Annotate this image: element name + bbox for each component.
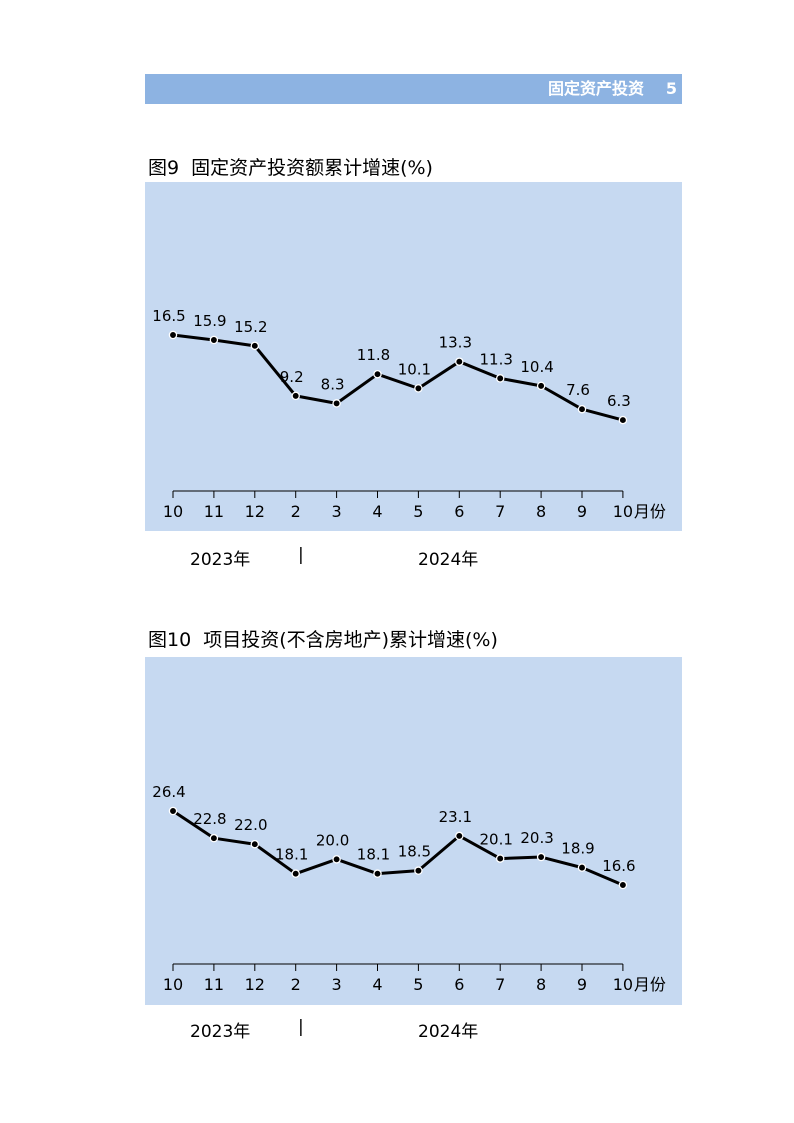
chart-2-tick-label: 10	[163, 975, 183, 994]
chart-2-data-point	[209, 833, 219, 843]
chart-2-data-point	[373, 869, 382, 878]
chart-1-data-label: 11.8	[357, 346, 390, 364]
chart-1-tick-label: 7	[495, 502, 505, 521]
chart-1-data-point	[495, 374, 505, 383]
chart-2-data-point	[291, 869, 300, 878]
chart-1-data-point	[536, 381, 546, 391]
chart-2-tick-label: 10	[613, 975, 633, 994]
chart-1-data-label: 10.1	[398, 360, 431, 378]
chart-1-data-label: 7.6	[566, 381, 590, 399]
chart-1-data-label: 6.3	[607, 392, 631, 410]
chart-2-data-label: 20.0	[316, 831, 349, 849]
chart-1-data-point	[332, 399, 341, 408]
chart-2-title-text: 项目投资(不含房地产)累计增速(%)	[203, 629, 498, 651]
chart-2-title: 图10 项目投资(不含房地产)累计增速(%)	[148, 625, 498, 652]
chart-2-tick-label: 8	[536, 975, 546, 994]
chart-2-data-point	[536, 852, 546, 862]
chart-1-title-text: 固定资产投资额累计增速(%)	[191, 157, 433, 179]
chart-1-data-label: 10.4	[520, 358, 553, 376]
chart-1-data-label: 15.9	[193, 312, 226, 330]
chart-2-tick-label: 12	[245, 975, 265, 994]
chart-2-data-label: 22.8	[193, 810, 226, 828]
chart-2-data-label: 20.1	[479, 831, 512, 849]
chart-2-data-point	[414, 866, 423, 875]
chart-1-tick-label: 2	[291, 502, 301, 521]
header-bar: 固定资产投资 5	[145, 74, 682, 104]
chart-2-data-point	[577, 863, 587, 872]
chart-1-series-line	[172, 333, 624, 422]
chart-1-data-point	[577, 404, 587, 414]
chart-1-year-separator: |	[298, 545, 304, 565]
chart-2-data-label: 18.9	[561, 840, 594, 858]
chart-1-data-point	[250, 341, 260, 351]
chart-1-plot: 10 11 12 2 3 4 5 6 7 8 9 10 月份 16.5 15.9 15.2 9.2 8.3 11.8…	[145, 182, 682, 531]
chart-2-tick-label: 4	[372, 975, 382, 994]
chart-1-year-2024: 2024年	[418, 550, 479, 570]
chart-2-year-row: 2023年 | 2024年	[0, 1017, 794, 1042]
chart-1-tick-label: 3	[332, 502, 342, 521]
chart-2-year-2023: 2023年	[190, 1022, 251, 1042]
chart-1-data-point	[618, 415, 628, 425]
section-title: 固定资产投资	[547, 79, 644, 98]
chart-1-x-unit: 月份	[634, 502, 666, 521]
chart-2-tick-label: 11	[204, 975, 224, 994]
chart-1-tick-label: 4	[372, 502, 382, 521]
chart-2-tick-label: 6	[454, 975, 464, 994]
chart-2-data-label: 16.6	[602, 857, 635, 875]
chart-2-tick-label: 3	[332, 975, 342, 994]
chart-2-number: 图10	[148, 629, 192, 651]
chart-2-data-point	[618, 880, 628, 890]
chart-2-data-label: 26.4	[152, 783, 185, 801]
chart-2-data-point	[168, 806, 178, 816]
chart-1-tick-label: 11	[204, 502, 224, 521]
chart-1-data-point	[373, 369, 382, 379]
chart-1-data-label: 15.2	[234, 318, 267, 336]
chart-2-x-unit: 月份	[634, 975, 666, 994]
chart-2-data-point	[455, 831, 464, 841]
chart-2-data-label: 20.3	[520, 829, 553, 847]
chart-1-year-row: 2023年 | 2024年	[0, 545, 794, 570]
chart-1-title: 图9 固定资产投资额累计增速(%)	[148, 153, 433, 180]
chart-1-data-label: 16.5	[152, 307, 185, 325]
chart-1-tick-label: 6	[454, 502, 464, 521]
chart-1-data-label: 9.2	[280, 368, 304, 386]
chart-1-tick-label: 12	[245, 502, 265, 521]
chart-1-data-point	[291, 391, 300, 401]
chart-1-data-label: 13.3	[439, 334, 472, 352]
chart-1-data-label: 8.3	[321, 375, 345, 393]
chart-2-year-2024: 2024年	[418, 1022, 479, 1042]
chart-1-tick-label: 10	[163, 502, 183, 521]
chart-1-tick-label: 5	[413, 502, 423, 521]
chart-2-data-label: 23.1	[439, 808, 472, 826]
chart-1-tick-label: 9	[577, 502, 587, 521]
chart-1-number: 图9	[148, 157, 180, 179]
chart-2-data-label: 18.1	[357, 846, 390, 864]
chart-1-tick-label: 8	[536, 502, 546, 521]
chart-1-year-2023: 2023年	[190, 550, 251, 570]
chart-2-tick-label: 5	[413, 975, 423, 994]
chart-1-data-point	[455, 357, 464, 366]
chart-2-data-label: 18.5	[398, 843, 431, 861]
chart-2-tick-label: 9	[577, 975, 587, 994]
chart-2-year-separator: |	[298, 1017, 304, 1037]
chart-2-tick-label: 2	[291, 975, 301, 994]
page-number: 5	[665, 79, 677, 98]
chart-2-tick-label: 7	[495, 975, 505, 994]
chart-2-plot: 10 11 12 2 3 4 5 6 7 8 9 10 月份 26.4 22.8 22.0 18.1 20.0 18…	[145, 657, 682, 1005]
chart-2-data-label: 18.1	[275, 846, 308, 864]
chart-1-tick-label: 10	[613, 502, 633, 521]
chart-1-data-label: 11.3	[479, 350, 512, 368]
chart-1-data-point	[209, 335, 219, 345]
chart-2-data-label: 22.0	[234, 816, 267, 834]
chart-2-data-point	[495, 854, 505, 863]
chart-2-series-line	[172, 809, 624, 887]
chart-1-data-point	[168, 330, 178, 340]
chart-2-data-point	[250, 839, 260, 849]
chart-1-data-point	[414, 384, 423, 393]
chart-2-data-point	[332, 855, 341, 864]
